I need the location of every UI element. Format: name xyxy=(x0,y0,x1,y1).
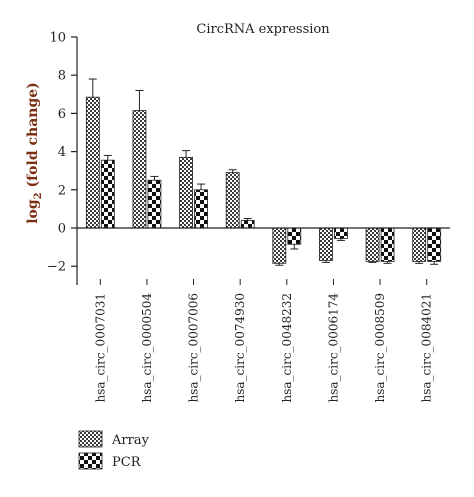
bar-array xyxy=(179,156,193,229)
bar-pcr xyxy=(240,219,255,229)
x-tick-label: hsa_circ_0084021 xyxy=(420,293,434,403)
y-tick-label: 6 xyxy=(58,107,66,122)
legend-swatch-pcr xyxy=(78,452,103,470)
x-tick-label: hsa_circ_0008509 xyxy=(373,293,387,403)
y-tick-label: 10 xyxy=(49,31,66,46)
y-tick-label: 0 xyxy=(58,222,66,237)
bar-array xyxy=(272,227,287,264)
bar-pcr xyxy=(380,227,395,262)
y-axis-label-subscript: 2 xyxy=(33,192,44,199)
legend-label-array: Array xyxy=(111,433,150,448)
x-tick-label: hsa_circ_0048232 xyxy=(280,293,294,403)
bars xyxy=(85,78,442,266)
y-axis-label: log2 (fold change) xyxy=(25,82,44,224)
legend-label-pcr: PCR xyxy=(112,455,142,470)
y-tick-label: 8 xyxy=(58,69,66,84)
y-tick-label: 4 xyxy=(58,145,66,160)
legend: Array PCR xyxy=(78,430,150,470)
bar-pcr xyxy=(100,159,115,229)
bar-pcr xyxy=(427,227,442,262)
bar-pcr xyxy=(287,227,302,245)
legend-swatch-array xyxy=(78,430,103,448)
x-tick-label: hsa_circ_0074930 xyxy=(233,293,247,403)
bar-pcr xyxy=(194,189,208,229)
x-tick-label: hsa_circ_0007006 xyxy=(187,293,201,403)
chart-title: CircRNA expression xyxy=(196,22,330,37)
bar-pcr xyxy=(334,227,348,239)
bar-array xyxy=(225,172,240,229)
bar-array xyxy=(132,110,147,229)
y-axis-label-rest: (fold change) xyxy=(25,82,41,192)
bar-array xyxy=(412,227,427,262)
bar-array xyxy=(85,96,100,229)
x-tick-label: hsa_circ_0000504 xyxy=(140,293,154,403)
y-axis-label-main: log xyxy=(25,199,41,224)
y-tick-label: 2 xyxy=(58,183,66,198)
bar-array xyxy=(319,227,333,261)
x-tick-label: hsa_circ_0006174 xyxy=(326,293,340,403)
bar-array xyxy=(365,227,380,262)
bar-pcr xyxy=(147,179,162,229)
y-axis: −2 0 2 4 6 8 10 xyxy=(47,31,78,285)
y-tick-label: −2 xyxy=(47,260,66,275)
x-axis: hsa_circ_0007031 hsa_circ_0000504 hsa_circ… xyxy=(77,227,450,403)
x-tick-label: hsa_circ_0007031 xyxy=(93,293,107,403)
